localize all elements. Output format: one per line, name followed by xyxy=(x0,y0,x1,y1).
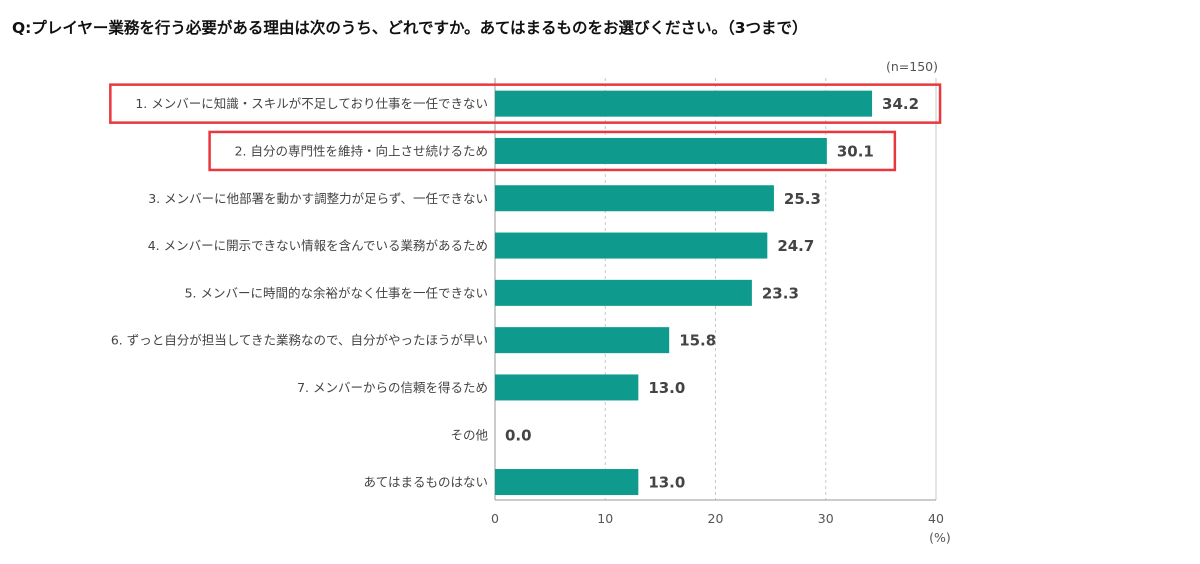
bar xyxy=(495,374,639,401)
value-label: 15.8 xyxy=(679,332,716,350)
category-labels: 1. メンバーに知識・スキルが不足しており仕事を一任できない 2. 自分の専門性を… xyxy=(111,96,489,489)
bars xyxy=(495,90,873,496)
unit-label: (%) xyxy=(929,530,951,545)
value-label: 25.3 xyxy=(784,190,821,208)
bar xyxy=(495,232,768,259)
bar xyxy=(495,185,774,212)
x-tick-label: 10 xyxy=(597,511,613,526)
value-label: 24.7 xyxy=(777,237,814,255)
x-tick-label: 20 xyxy=(708,511,724,526)
category-label: あてはまるものはない xyxy=(363,475,488,490)
highlight-box xyxy=(208,130,897,172)
x-tick-label: 0 xyxy=(491,511,499,526)
category-label: 4. メンバーに開示できない情報を含んでいる業務があるため xyxy=(148,238,488,253)
category-label: 5. メンバーに時間的な余裕がなく仕事を一任できない xyxy=(185,285,488,300)
bar xyxy=(495,279,752,306)
x-tick-label: 30 xyxy=(818,511,834,526)
value-label: 0.0 xyxy=(505,426,532,444)
bar xyxy=(495,90,873,117)
value-label: 30.1 xyxy=(837,142,874,160)
value-label: 34.2 xyxy=(882,95,919,113)
value-label: 13.0 xyxy=(648,379,685,397)
category-label: 2. 自分の専門性を維持・向上させ続けるため xyxy=(235,143,488,158)
value-label: 23.3 xyxy=(762,284,799,302)
value-labels: 34.2 30.1 25.3 24.7 23.3 15.8 13.0 0.0 13.0 xyxy=(505,95,919,491)
category-label: 1. メンバーに知識・スキルが不足しており仕事を一任できない xyxy=(135,96,488,111)
bar xyxy=(495,327,670,354)
category-label: 7. メンバーからの信頼を得るため xyxy=(297,380,488,395)
sample-size-note: (n=150) xyxy=(886,59,938,74)
x-tick-labels: 0 10 20 30 40 xyxy=(491,511,944,526)
highlight-box xyxy=(109,83,942,124)
x-tick-label: 40 xyxy=(928,511,944,526)
category-label: その他 xyxy=(450,427,488,442)
bar xyxy=(495,469,639,496)
bar xyxy=(495,137,827,164)
highlight-boxes xyxy=(109,83,942,172)
value-label: 13.0 xyxy=(648,474,685,492)
category-label: 3. メンバーに他部署を動かす調整力が足らず、一任できない xyxy=(148,191,488,206)
question-title: Q:プレイヤー業務を行う必要がある理由は次のうち、どれですか。あてはまるものをお… xyxy=(12,19,808,37)
category-label: 6. ずっと自分が担当してきた業務なので、自分がやったほうが早い xyxy=(111,333,488,348)
